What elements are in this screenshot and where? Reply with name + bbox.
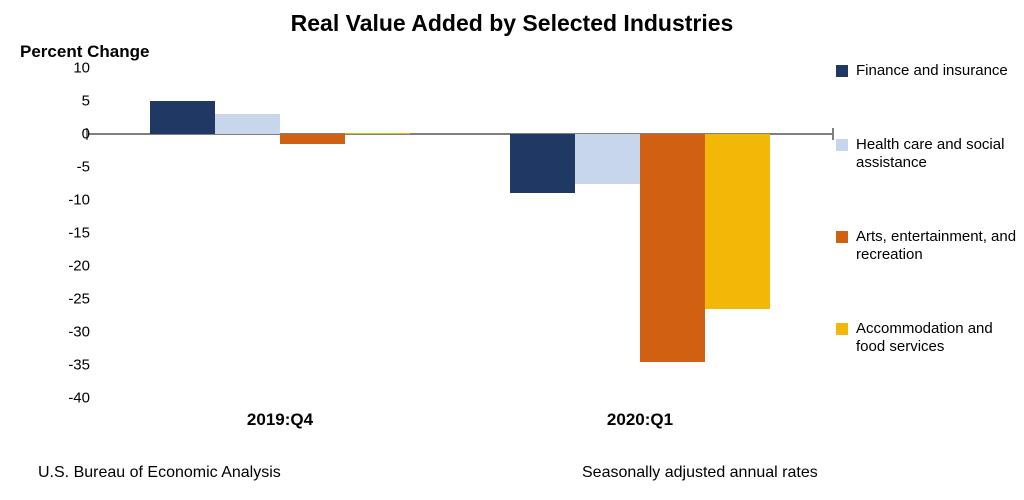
y-tick-label: -15: [68, 225, 90, 242]
footer-note: Seasonally adjusted annual rates: [582, 464, 818, 482]
bar-arts-0: [280, 134, 345, 144]
y-tick-labels: -40-35-30-25-20-15-10-50510: [0, 68, 90, 398]
y-tick-label: 5: [82, 93, 90, 110]
legend-label: Arts, entertainment, and recreation: [856, 228, 1024, 264]
legend-swatch: [836, 139, 848, 151]
legend-swatch: [836, 231, 848, 243]
legend-swatch: [836, 65, 848, 77]
y-tick-label: -5: [77, 159, 90, 176]
y-tick-label: -40: [68, 390, 90, 407]
y-tick-label: -20: [68, 258, 90, 275]
x-tick-labels: 2019:Q4 2020:Q1: [100, 410, 820, 434]
bar-accommodation-1: [705, 134, 770, 309]
y-tick-label: 0: [82, 126, 90, 143]
legend-label: Accommodation and food services: [856, 320, 1024, 356]
y-tick-label: 10: [73, 60, 90, 77]
x-tick-label: 2019:Q4: [247, 410, 313, 430]
bar-finance-0: [150, 101, 215, 134]
footer-source: U.S. Bureau of Economic Analysis: [38, 464, 281, 482]
legend-item-accommodation: Accommodation and food services: [836, 320, 1024, 356]
bar-healthcare-1: [575, 134, 640, 184]
y-tick-label: -25: [68, 291, 90, 308]
bar-healthcare-0: [215, 114, 280, 134]
legend-item-arts: Arts, entertainment, and recreation: [836, 228, 1024, 264]
x-tick-label: 2020:Q1: [607, 410, 673, 430]
legend-swatch: [836, 323, 848, 335]
axis-cap: [832, 128, 834, 140]
legend-item-healthcare: Health care and social assistance: [836, 136, 1024, 172]
plot-area: [100, 68, 820, 398]
legend-label: Health care and social assistance: [856, 136, 1024, 172]
chart-title: Real Value Added by Selected Industries: [0, 10, 1024, 37]
y-tick-label: -10: [68, 192, 90, 209]
legend-item-finance: Finance and insurance: [836, 62, 1024, 80]
y-tick-label: -30: [68, 324, 90, 341]
legend-label: Finance and insurance: [856, 62, 1008, 80]
y-tick-label: -35: [68, 357, 90, 374]
bar-accommodation-0: [345, 133, 410, 134]
bar-finance-1: [510, 134, 575, 193]
bar-arts-1: [640, 134, 705, 362]
legend: Finance and insurance Health care and soc…: [836, 62, 1024, 356]
